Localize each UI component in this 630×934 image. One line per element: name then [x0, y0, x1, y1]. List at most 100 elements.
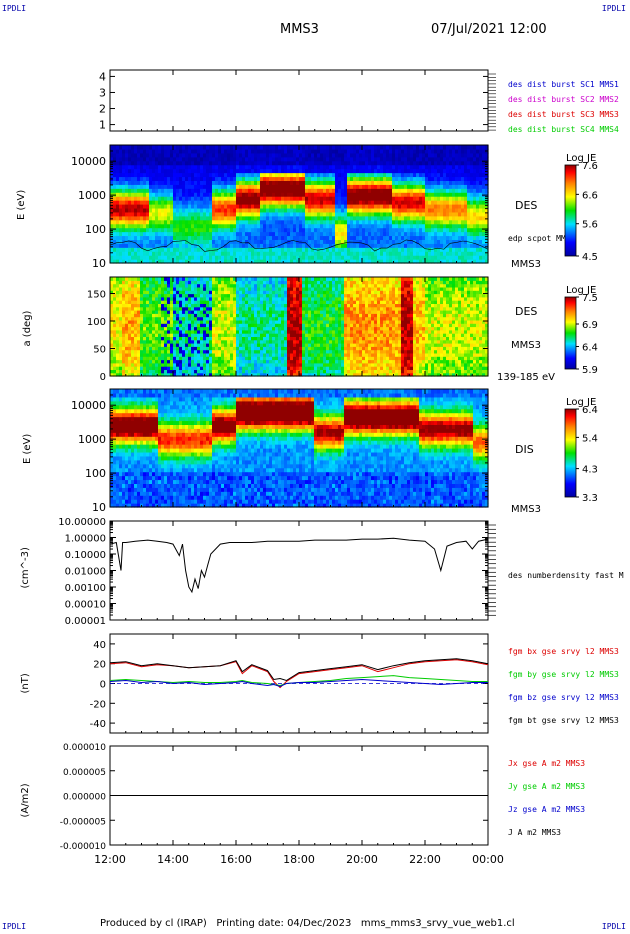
spectrogram-cell — [380, 145, 384, 150]
spectrogram-cell — [131, 211, 135, 217]
spectrogram-cell — [227, 152, 231, 158]
spectrogram-cell — [269, 211, 273, 217]
spectrogram-cell — [218, 148, 222, 154]
spectrogram-cell — [221, 223, 225, 229]
spectrogram-cell — [422, 211, 426, 217]
spectrogram-cell — [266, 145, 270, 150]
spectrogram-cell — [290, 239, 294, 244]
spectrogram-cell — [449, 239, 453, 244]
spectrogram-cell — [467, 255, 471, 260]
spectrogram-cell — [410, 160, 414, 166]
spectrogram-cell — [206, 251, 210, 256]
spectrogram-cell — [326, 243, 330, 248]
spectrogram-cell — [293, 148, 297, 154]
spectrogram-cell — [125, 339, 129, 344]
spectrogram-cell — [458, 215, 462, 221]
spectrogram-cell — [419, 247, 423, 252]
spectrogram-cell — [218, 145, 222, 150]
spectrogram-cell — [221, 156, 225, 162]
spectrogram-cell — [176, 219, 180, 225]
spectrogram-cell — [431, 211, 435, 217]
spectrogram-cell — [140, 160, 144, 166]
spectrogram-cell — [425, 164, 429, 170]
spectrogram-cell — [482, 251, 486, 256]
spectrogram-cell — [371, 196, 375, 201]
spectrogram-cell — [110, 296, 114, 301]
spectrogram-cell — [398, 200, 402, 205]
spectrogram-cell — [476, 231, 480, 237]
spectrogram-cell — [464, 204, 468, 209]
spectrogram-cell — [464, 243, 468, 248]
spectrogram-cell — [137, 207, 141, 213]
spectrogram-cell — [401, 172, 405, 178]
spectrogram-cell — [431, 168, 435, 174]
spectrogram-cell — [212, 160, 216, 166]
spectrogram-cell — [302, 184, 306, 189]
spectrogram-cell — [365, 152, 369, 158]
spectrogram-cell — [215, 207, 219, 213]
spectrogram-cell — [239, 231, 243, 237]
spectrogram-cell — [281, 148, 285, 154]
spectrogram-cell — [365, 180, 369, 185]
spectrogram-cell — [146, 160, 150, 166]
spectrogram-cell — [425, 168, 429, 174]
spectrogram-cell — [110, 293, 114, 298]
spectrogram-cell — [350, 160, 354, 166]
spectrogram-cell — [305, 145, 309, 150]
spectrogram-cell — [344, 219, 348, 225]
spectrogram-cell — [419, 211, 423, 217]
spectrogram-cell — [473, 211, 477, 217]
spectrogram-cell — [431, 172, 435, 178]
spectrogram-cell — [290, 172, 294, 178]
spectrogram-cell — [161, 239, 165, 244]
spectrogram-cell — [323, 239, 327, 244]
spectrogram-cell — [299, 148, 303, 154]
spectrogram-cell — [386, 247, 390, 252]
spectrogram-cell — [230, 184, 234, 189]
spectrogram-cell — [128, 211, 132, 217]
spectrogram-cell — [341, 231, 345, 237]
spectrogram-cell — [161, 156, 165, 162]
spectrogram-cell — [302, 215, 306, 221]
spectrogram-cell — [116, 352, 120, 357]
spectrogram-cell — [209, 196, 213, 201]
spectrogram-cell — [284, 160, 288, 166]
spectrogram-cell — [326, 207, 330, 213]
spectrogram-cell — [317, 204, 321, 209]
spectrogram-cell — [416, 211, 420, 217]
spectrogram-cell — [341, 160, 345, 166]
spectrogram-cell — [380, 164, 384, 170]
spectrogram-cell — [119, 160, 123, 166]
spectrogram-cell — [401, 215, 405, 221]
spectrogram-cell — [434, 231, 438, 237]
spectrogram-cell — [413, 204, 417, 209]
spectrogram-cell — [419, 255, 423, 260]
spectrogram-cell — [446, 259, 450, 264]
spectrogram-cell — [356, 251, 360, 256]
spectrogram-cell — [134, 219, 138, 225]
spectrogram-cell — [155, 192, 159, 197]
spectrogram-cell — [437, 156, 441, 162]
spectrogram-cell — [119, 343, 123, 347]
spectrogram-cell — [392, 243, 396, 248]
spectrogram-cell — [233, 219, 237, 225]
spectrogram-cell — [404, 148, 408, 154]
spectrogram-cell — [260, 227, 264, 233]
spectrogram-cell — [428, 259, 432, 264]
spectrogram-cell — [326, 176, 330, 181]
spectrogram-cell — [446, 192, 450, 197]
spectrogram-cell — [179, 200, 183, 205]
spectrogram-cell — [122, 306, 126, 311]
spectrogram-cell — [473, 148, 477, 154]
spectrogram-cell — [383, 168, 387, 174]
spectrogram-cell — [479, 152, 483, 158]
spectrogram-cell — [116, 184, 120, 189]
spectrogram-cell — [482, 231, 486, 237]
spectrogram-cell — [365, 156, 369, 162]
spectrogram-cell — [200, 247, 204, 252]
spectrogram-cell — [191, 188, 195, 193]
spectrogram-cell — [227, 259, 231, 264]
spectrogram-cell — [365, 204, 369, 209]
spectrogram-cell — [113, 192, 117, 197]
spectrogram-cell — [314, 227, 318, 233]
